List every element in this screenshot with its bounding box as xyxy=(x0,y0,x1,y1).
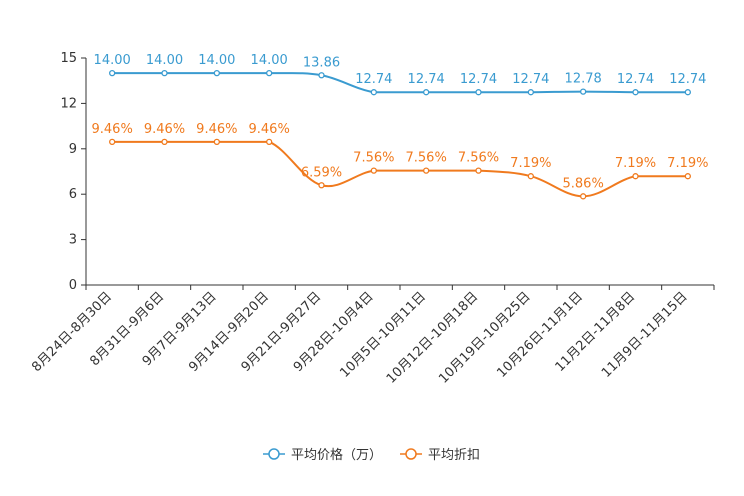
y-tick-label: 6 xyxy=(69,187,77,202)
data-label: 7.19% xyxy=(510,156,551,171)
data-label: 5.86% xyxy=(563,176,604,191)
y-tick-label: 0 xyxy=(69,278,77,293)
y-tick-label: 3 xyxy=(69,233,77,248)
series-line-1 xyxy=(112,140,688,198)
legend-item-1[interactable]: 平均折扣 xyxy=(400,448,480,463)
data-label: 7.56% xyxy=(406,151,447,166)
data-point xyxy=(632,173,639,180)
data-point xyxy=(580,88,587,95)
data-point xyxy=(266,138,273,145)
data-label: 14.00 xyxy=(94,53,131,68)
data-label: 9.46% xyxy=(92,122,133,137)
data-point xyxy=(266,69,273,77)
data-point xyxy=(475,89,482,96)
data-point xyxy=(423,89,430,96)
y-tick-label: 12 xyxy=(60,96,77,111)
legend-label: 平均价格（万） xyxy=(291,447,382,463)
y-tick-label: 15 xyxy=(60,51,77,66)
x-axis-ticks: 8月24日-8月30日8月31日-9月6日9月7日-9月13日9月14日-9月2… xyxy=(29,285,715,387)
data-label: 12.74 xyxy=(460,72,497,87)
data-label: 9.46% xyxy=(196,122,237,137)
data-point xyxy=(684,89,691,96)
data-label: 6.59% xyxy=(301,165,342,180)
data-point xyxy=(161,69,168,77)
legend-marker xyxy=(405,448,417,460)
data-label: 9.46% xyxy=(144,122,185,137)
data-point xyxy=(213,138,220,145)
series-line-0 xyxy=(112,72,688,94)
data-point xyxy=(632,89,639,96)
data-label: 7.19% xyxy=(667,156,708,171)
data-label: 12.74 xyxy=(512,72,549,87)
x-tick-label: 10月12日-10月18日 xyxy=(384,289,481,386)
data-point xyxy=(475,167,482,174)
data-point xyxy=(318,72,325,79)
data-label: 12.74 xyxy=(355,72,392,87)
data-point xyxy=(109,138,116,145)
data-point xyxy=(423,167,430,174)
data-label: 12.74 xyxy=(669,72,706,87)
data-label: 14.00 xyxy=(146,53,183,68)
legend-item-0[interactable]: 平均价格（万） xyxy=(263,447,382,463)
data-point xyxy=(161,138,168,145)
data-point xyxy=(370,89,377,96)
data-point xyxy=(580,193,587,200)
legend-marker xyxy=(268,448,280,460)
data-labels: 14.00 14.00 14.00 14.00 13.86 12.74 12.74 12.74… xyxy=(92,53,709,191)
data-point xyxy=(684,173,691,180)
y-axis-ticks: 0 3 6 9 12 15 xyxy=(60,51,86,293)
data-point xyxy=(318,182,325,189)
y-tick-label: 9 xyxy=(69,142,77,157)
data-label: 7.19% xyxy=(615,156,656,171)
data-label: 7.56% xyxy=(458,151,499,166)
data-point xyxy=(213,69,220,77)
data-point xyxy=(370,167,377,174)
data-label: 9.46% xyxy=(249,122,290,137)
data-label: 12.74 xyxy=(617,72,654,87)
legend-label: 平均折扣 xyxy=(428,448,480,463)
legend[interactable]: 平均价格（万） 平均折扣 xyxy=(263,447,480,463)
data-label: 14.00 xyxy=(198,53,235,68)
data-label: 13.86 xyxy=(303,55,340,70)
data-point xyxy=(527,89,534,96)
data-label: 7.56% xyxy=(353,151,394,166)
data-label: 12.74 xyxy=(408,72,445,87)
series-group xyxy=(109,69,691,200)
x-tick-label: 10月19日-10月25日 xyxy=(436,289,533,386)
data-label: 14.00 xyxy=(251,53,288,68)
data-point xyxy=(109,69,116,77)
data-point xyxy=(527,173,534,180)
data-label: 12.78 xyxy=(565,72,602,87)
